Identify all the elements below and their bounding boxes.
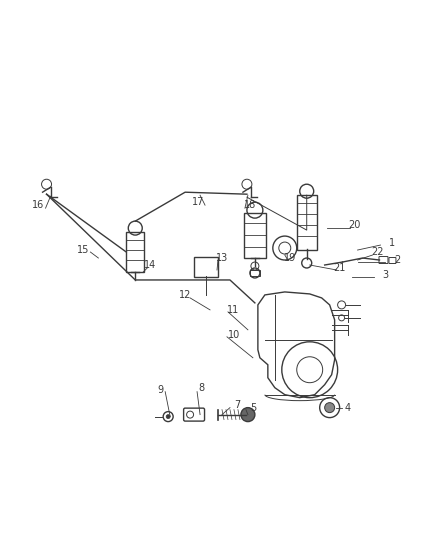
Text: 20: 20 [348,220,361,230]
Circle shape [166,415,170,418]
Text: 7: 7 [234,400,240,410]
Circle shape [325,402,335,413]
Text: 12: 12 [179,290,191,300]
Text: 22: 22 [371,247,384,257]
Text: 13: 13 [216,253,228,263]
Text: 18: 18 [244,200,256,210]
Text: 17: 17 [192,197,204,207]
Circle shape [241,408,255,422]
Text: 3: 3 [382,270,389,280]
Text: 2: 2 [394,255,401,265]
Text: 11: 11 [227,305,239,315]
Text: 4: 4 [345,402,351,413]
Text: 1: 1 [389,238,396,248]
Text: 15: 15 [77,245,90,255]
Text: 9: 9 [157,385,163,394]
Text: 5: 5 [250,402,256,413]
Text: 21: 21 [333,263,346,273]
Text: 19: 19 [284,253,296,263]
Text: 8: 8 [198,383,204,393]
Text: 14: 14 [144,260,156,270]
Text: 10: 10 [228,330,240,340]
Text: 16: 16 [32,200,45,210]
